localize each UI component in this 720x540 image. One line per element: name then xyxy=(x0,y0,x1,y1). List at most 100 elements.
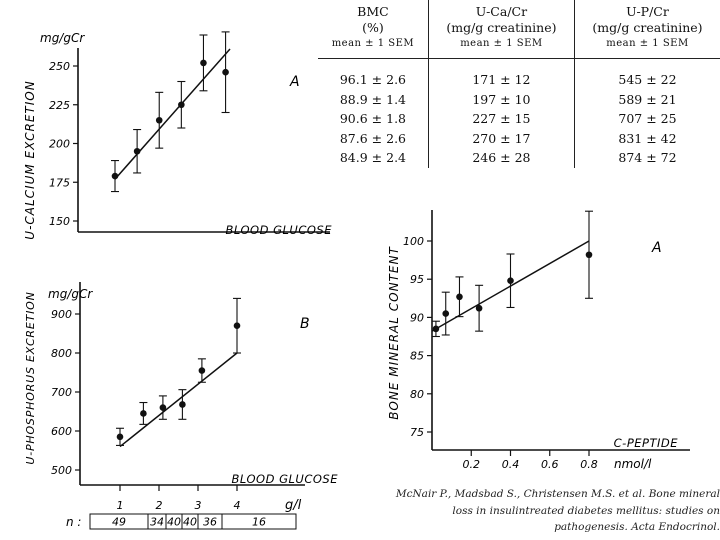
table-header-up: U-P/Cr (mg/g creatinine) mean ± 1 SEM xyxy=(573,0,720,59)
table-cell: 246 ± 28 xyxy=(427,148,575,168)
bmc-x-tick-label: 0.2 xyxy=(463,458,481,471)
phosphorus-x-tick-label: 2 xyxy=(156,499,163,512)
phosphorus-data-point xyxy=(159,404,167,411)
bmc-x-ticks: 0.2 0.4 0.6 0.8 xyxy=(463,450,598,471)
calcium-y-label: U-CALCIUM EXCRETION xyxy=(23,80,37,239)
calcium-y-tick-label: 175 xyxy=(49,176,70,189)
calcium-y-tick-label: 200 xyxy=(49,138,70,151)
phosphorus-x-tick-label: 4 xyxy=(234,499,241,512)
header-unit: (mg/g creatinine) xyxy=(446,20,557,35)
table-cell: 197 ± 10 xyxy=(427,89,575,109)
n-sample-value: 49 xyxy=(112,516,126,529)
calcium-data-point xyxy=(178,101,185,109)
phosphorus-x-label: BLOOD GLUCOSE xyxy=(232,472,339,486)
header-unit: (mg/g creatinine) xyxy=(592,20,703,35)
phosphorus-y-tick-label: 700 xyxy=(51,386,72,399)
table-row: 84.9 ± 2.4 246 ± 28 874 ± 72 xyxy=(318,148,720,168)
phosphorus-x-ticks: 1 2 3 4 xyxy=(117,485,241,512)
header-unit: (%) xyxy=(362,20,384,35)
bmc-panel-label: A xyxy=(651,240,662,256)
phosphorus-y-tick-label: 800 xyxy=(51,347,72,360)
header-name: U-Ca/Cr xyxy=(475,4,528,19)
phosphorus-regression-line xyxy=(119,352,238,448)
calcium-regression-line xyxy=(114,48,231,180)
table-cell: 171 ± 12 xyxy=(427,58,575,90)
calcium-panel-label: A xyxy=(289,74,300,90)
phosphorus-y-ticks: 500 600 700 800 900 xyxy=(51,308,80,477)
bmc-data-point xyxy=(585,251,593,259)
calcium-x-label: BLOOD GLUCOSE xyxy=(226,223,333,237)
phosphorus-data-point xyxy=(198,367,206,374)
table-cell: 707 ± 25 xyxy=(573,109,720,129)
table-cell: 874 ± 72 xyxy=(573,148,720,168)
bmc-data-point xyxy=(507,277,514,285)
calcium-marks xyxy=(111,31,231,193)
citation-text: McNair P., Madsbad S., Christensen M.S. … xyxy=(395,488,720,533)
calcium-y-tick-label: 225 xyxy=(49,99,70,112)
phosphorus-y-tick-label: 500 xyxy=(51,464,72,477)
phosphorus-y-tick-label: 900 xyxy=(51,308,72,321)
bmc-data-point xyxy=(432,325,440,333)
bmc-x-unit: nmol/l xyxy=(614,457,652,471)
header-name: U-P/Cr xyxy=(626,4,669,19)
table-cell: 87.6 ± 2.6 xyxy=(339,130,406,146)
results-table: BMC (%) mean ± 1 SEM U-Ca/Cr (mg/g creat… xyxy=(318,0,720,210)
header-stat: mean ± 1 SEM xyxy=(460,38,543,49)
n-sample-box xyxy=(221,513,297,530)
n-sample-value: 16 xyxy=(252,516,266,529)
bmc-y-ticks: 75 80 85 90 95 100 xyxy=(403,235,432,439)
table-cell: 589 ± 21 xyxy=(573,89,720,109)
phosphorus-data-point xyxy=(140,410,147,417)
bmc-x-tick-label: 0.8 xyxy=(580,458,598,471)
table-cell: 831 ± 42 xyxy=(573,128,720,148)
n-sample-value: 40 xyxy=(183,516,197,529)
calcium-data-point xyxy=(111,172,119,180)
n-sample-value: 34 xyxy=(150,516,164,529)
bmc-y-tick-label: 90 xyxy=(410,311,424,324)
calcium-data-point xyxy=(133,147,141,155)
table-header-row: BMC (%) mean ± 1 SEM U-Ca/Cr (mg/g creat… xyxy=(318,0,720,59)
bmc-y-label: BONE MINERAL CONTENT xyxy=(387,246,401,420)
bmc-marks xyxy=(431,210,593,338)
header-name: BMC xyxy=(357,4,389,19)
bmc-y-tick-label: 75 xyxy=(410,426,424,439)
phosphorus-data-point xyxy=(116,433,124,441)
n-sample-value: 36 xyxy=(203,516,217,529)
phosphorus-chart: mg/gCr U-PHOSPHORUS EXCRETION B BLOOD GL… xyxy=(24,282,339,530)
bmc-y-tick-label: 80 xyxy=(410,388,424,401)
table-row: 88.9 ± 1.4 197 ± 10 589 ± 21 xyxy=(318,89,720,109)
phosphorus-x-tick-label: 1 xyxy=(117,499,124,512)
calcium-data-point xyxy=(222,68,229,76)
table-cell: 84.9 ± 2.4 xyxy=(339,150,406,165)
bmc-y-tick-label: 85 xyxy=(410,350,424,363)
phosphorus-x-unit: g/l xyxy=(285,498,302,513)
bmc-x-tick-label: 0.6 xyxy=(541,458,559,471)
bmc-data-point xyxy=(456,293,463,301)
bmc-chart: BONE MINERAL CONTENT A C-PEPTIDE nmol/l … xyxy=(387,210,690,471)
table-header-uca: U-Ca/Cr (mg/g creatinine) mean ± 1 SEM xyxy=(427,0,575,59)
table-cell: 545 ± 22 xyxy=(573,58,720,90)
phosphorus-panel-label: B xyxy=(300,316,310,332)
n-sample-value: 40 xyxy=(167,516,181,529)
table-row: 96.1 ± 2.6 171 ± 12 545 ± 22 xyxy=(318,58,720,90)
header-stat: mean ± 1 SEM xyxy=(606,38,689,49)
calcium-y-tick-label: 250 xyxy=(49,60,70,73)
bmc-data-point xyxy=(442,310,450,317)
n-sample-row: 49 34 40 40 36 16 xyxy=(89,513,297,530)
bmc-data-point xyxy=(475,304,483,312)
phosphorus-marks xyxy=(116,297,241,448)
calcium-chart: mg/gCr U-CALCIUM EXCRETION A BLOOD GLUCO… xyxy=(23,31,332,240)
phosphorus-x-tick-label: 3 xyxy=(195,499,202,512)
calcium-data-point xyxy=(200,59,207,67)
bmc-y-tick-label: 100 xyxy=(403,235,424,248)
table-row: 87.6 ± 2.6 270 ± 17 831 ± 42 xyxy=(318,128,720,148)
bmc-x-label: C-PEPTIDE xyxy=(614,436,679,450)
table-cell: 270 ± 17 xyxy=(427,128,575,148)
bmc-y-tick-label: 95 xyxy=(410,273,424,286)
n-label: n : xyxy=(66,515,81,529)
calcium-y-ticks: 150 175 200 225 250 xyxy=(49,60,78,228)
phosphorus-y-label: U-PHOSPHORUS EXCRETION xyxy=(24,291,37,464)
table-header-bmc: BMC (%) mean ± 1 SEM xyxy=(318,0,429,59)
phosphorus-y-tick-label: 600 xyxy=(51,425,72,438)
